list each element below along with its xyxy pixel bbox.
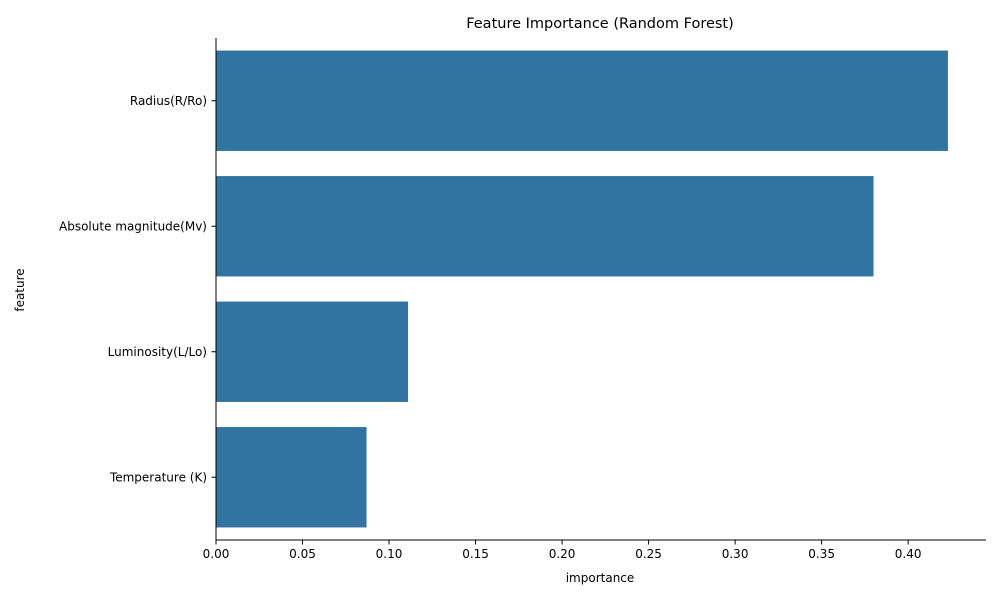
bars-group <box>216 50 948 528</box>
x-tick-label: 0.10 <box>376 547 403 561</box>
y-axis-ticks: Radius(R/Ro) Absolute magnitude(Mv) Lumino… <box>59 94 216 484</box>
x-tick-label: 0.15 <box>462 547 489 561</box>
bar <box>216 427 367 528</box>
y-tick-label: Temperature (K) <box>109 470 207 484</box>
bar <box>216 176 874 277</box>
bar <box>216 50 948 151</box>
x-tick-label: 0.20 <box>549 547 576 561</box>
y-tick-label: Absolute magnitude(Mv) <box>59 219 207 233</box>
x-axis-title: importance <box>566 571 635 585</box>
x-axis-ticks: 0.00 0.05 0.10 0.15 0.20 0.25 0.30 0.35 0.40 <box>203 540 922 561</box>
x-tick-label: 0.30 <box>722 547 749 561</box>
x-tick-label: 0.05 <box>289 547 316 561</box>
x-tick-label: 0.40 <box>895 547 922 561</box>
x-tick-label: 0.35 <box>808 547 835 561</box>
y-tick-label: Radius(R/Ro) <box>130 94 207 108</box>
y-axis-title: feature <box>13 268 27 311</box>
y-tick-label: Luminosity(L/Lo) <box>108 345 207 359</box>
bar <box>216 301 409 402</box>
x-tick-label: 0.00 <box>203 547 230 561</box>
chart-title: Feature Importance (Random Forest) <box>466 16 734 32</box>
x-tick-label: 0.25 <box>635 547 662 561</box>
